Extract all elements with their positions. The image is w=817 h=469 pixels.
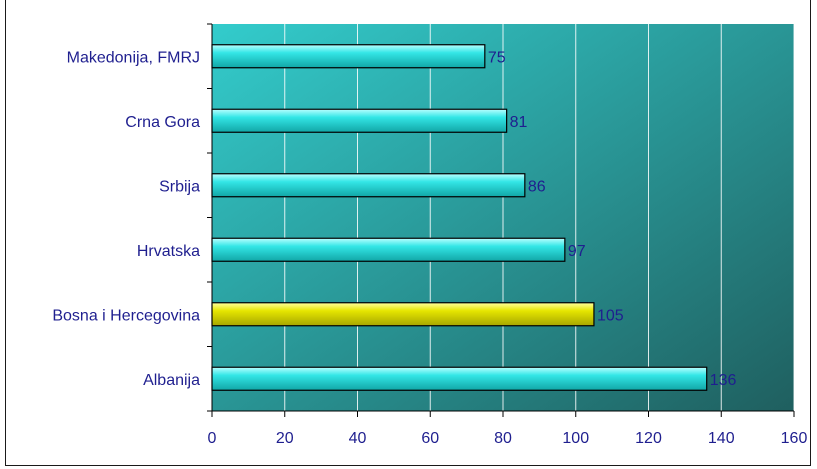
x-tick-label: 40 (349, 430, 367, 447)
x-tick-label: 20 (276, 430, 294, 447)
category-label: Hrvatska (137, 243, 200, 260)
bar (211, 366, 708, 391)
axes (207, 23, 795, 417)
bar (211, 302, 595, 327)
category-label: Makedonija, FMRJ (67, 49, 200, 66)
data-label: 105 (597, 307, 624, 324)
data-label: 97 (568, 243, 586, 260)
x-tick-label: 60 (421, 430, 439, 447)
labels: 0 20 40 60 80 100 120 140 160 Makedonija, FMRJ 75 C… (52, 49, 807, 447)
category-label: Bosna i Hercegovina (52, 307, 200, 324)
x-tick-label: 140 (708, 430, 735, 447)
x-tick-label: 80 (494, 430, 512, 447)
bars (211, 44, 708, 391)
category-label: Srbija (159, 178, 200, 195)
x-tick-label: 100 (562, 430, 589, 447)
data-label: 75 (488, 49, 506, 66)
bar (211, 237, 566, 262)
data-label: 136 (710, 372, 737, 389)
category-label: Albanija (143, 372, 200, 389)
bar (211, 44, 486, 69)
x-tick-label: 160 (781, 430, 808, 447)
data-label: 86 (528, 178, 546, 195)
x-tick-label: 120 (635, 430, 662, 447)
bar (211, 108, 508, 133)
data-label: 81 (510, 114, 528, 131)
x-tick-label: 0 (208, 430, 217, 447)
bar (211, 173, 526, 198)
category-label: Crna Gora (125, 114, 200, 131)
gridlines (284, 24, 795, 411)
